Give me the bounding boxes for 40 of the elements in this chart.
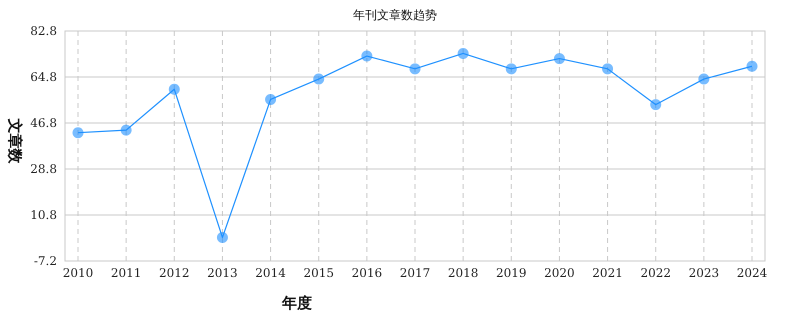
- point: [265, 94, 276, 105]
- x-tick-label: 2013: [207, 266, 238, 280]
- x-tick-label: 2021: [592, 266, 623, 280]
- point: [120, 124, 132, 136]
- x-tick-label: 2023: [688, 266, 720, 280]
- x-axis-title: 年度: [281, 294, 312, 312]
- y-axis-title: 文章数: [6, 118, 24, 164]
- x-tick-label: 2022: [640, 266, 671, 280]
- y-tick-label: 28.8: [30, 162, 57, 176]
- point: [602, 63, 614, 74]
- point: [313, 74, 324, 85]
- x-tick-label: 2010: [62, 266, 94, 280]
- x-tick-label: 2017: [400, 266, 430, 280]
- x-tick-label: 2012: [159, 266, 190, 280]
- x-tick-label: 2019: [496, 266, 527, 280]
- point: [698, 74, 710, 85]
- y-tick-label: 46.8: [30, 116, 57, 130]
- point: [650, 99, 662, 110]
- point: [458, 48, 469, 59]
- point: [72, 127, 84, 138]
- point: [554, 53, 565, 64]
- y-tick-label: 64.8: [30, 70, 57, 84]
- plot: -7.2 10.8 28.8 46.8 64.8 82.8 2010 2011 2012 2013 2014 2015 2016 2017 2018 2019 2020 2021 2022 2023 2024: [30, 24, 768, 280]
- chart-title: 年刊文章数趋势: [353, 8, 437, 22]
- x-tick-label: 2024: [736, 266, 768, 280]
- point: [168, 84, 180, 95]
- x-tick-label: 2018: [448, 266, 478, 280]
- x-tick-label: 2016: [352, 266, 382, 280]
- point: [506, 63, 517, 74]
- point: [746, 60, 758, 72]
- x-tick-label: 2020: [544, 266, 575, 280]
- point: [216, 232, 228, 243]
- x-tick-label: 2011: [110, 266, 142, 280]
- point: [410, 63, 420, 74]
- x-tick-label: 2015: [303, 266, 334, 280]
- x-tick-label: 2014: [255, 266, 286, 280]
- y-tick-label: -7.2: [34, 254, 57, 268]
- y-tick-label: 82.8: [30, 24, 57, 38]
- y-tick-label: 10.8: [30, 208, 57, 222]
- point: [361, 50, 372, 62]
